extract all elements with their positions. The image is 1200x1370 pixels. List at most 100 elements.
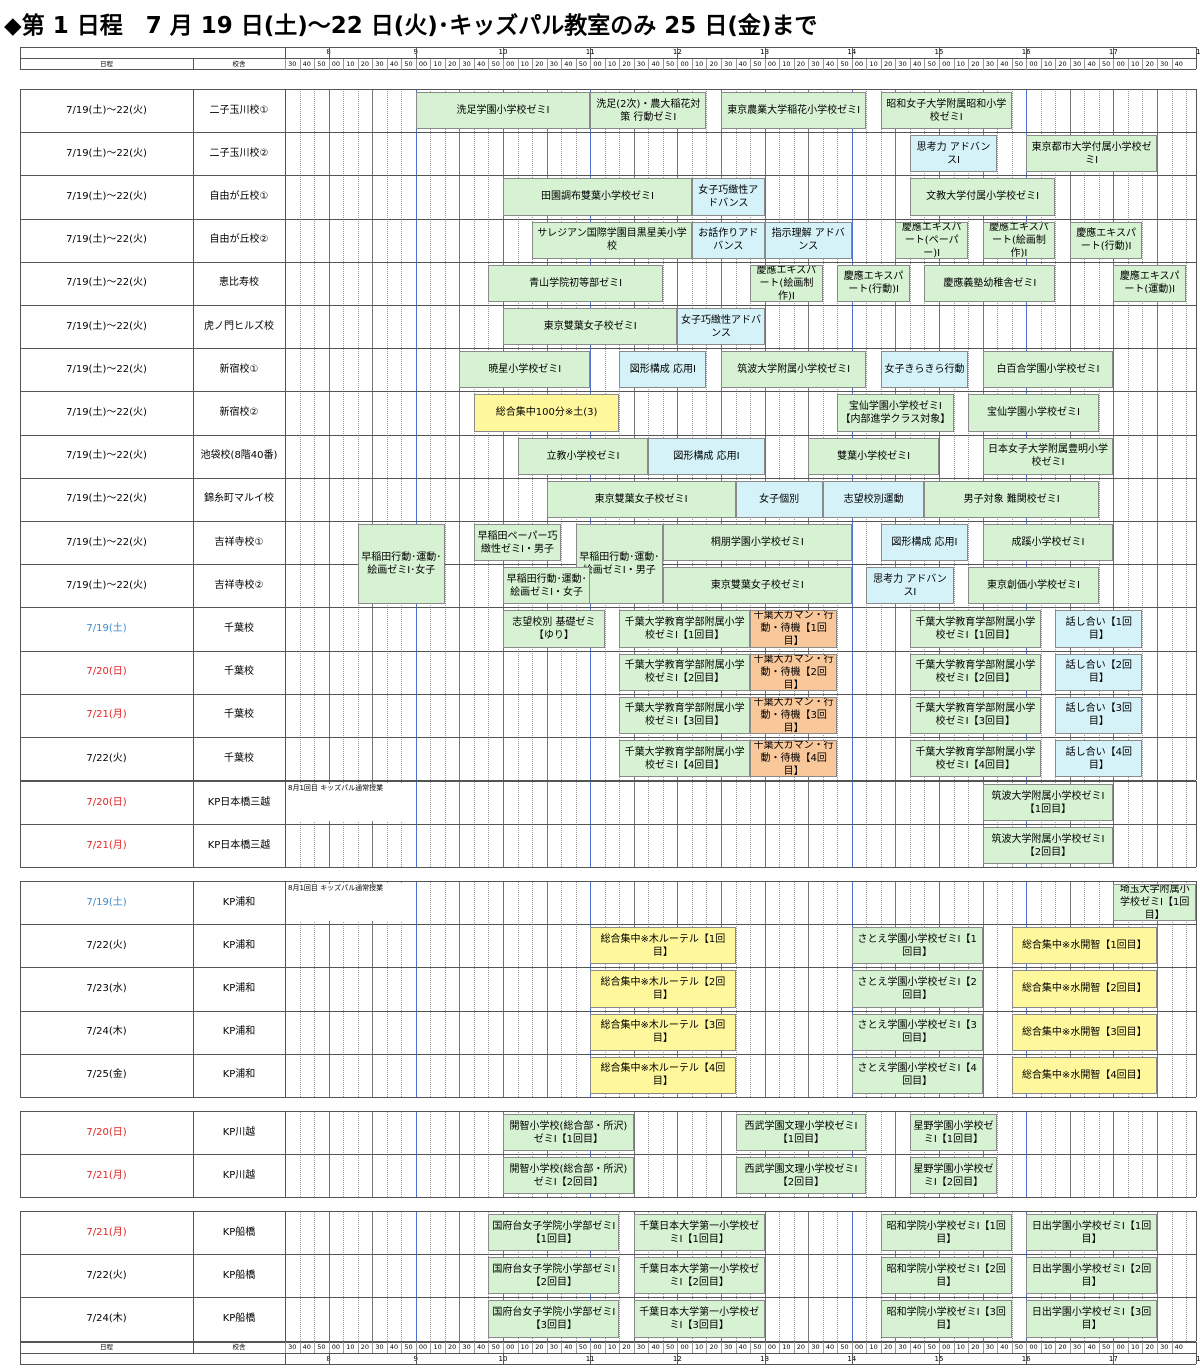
header-minute: 50: [578, 1343, 588, 1351]
header-minute: 10: [1131, 60, 1140, 68]
grid-line: [677, 89, 678, 781]
row-border: [20, 435, 1196, 436]
class-event: さとえ学園小学校ゼミⅠ【1回目】: [851, 927, 983, 965]
grid-line: [416, 1354, 417, 1365]
grid-line: [430, 1211, 431, 1341]
header-minute: 10: [520, 60, 529, 68]
header-minute: 50: [491, 1343, 500, 1351]
grid-line: [721, 1342, 722, 1353]
header-minute: 00: [506, 1343, 515, 1351]
row-border: [20, 694, 1196, 695]
grid-line: [706, 89, 707, 781]
grid-line: [1157, 89, 1158, 781]
row-school: KP浦和: [222, 939, 256, 951]
grid-line: [866, 89, 867, 781]
header-minute: 50: [753, 60, 762, 68]
grid-line: [677, 47, 678, 58]
grid-line: [1070, 89, 1071, 781]
class-event: 思考力 アドバンスⅠ: [866, 567, 954, 605]
grid-line: [358, 1211, 359, 1341]
class-event: 男子対象 難関校ゼミⅠ: [924, 480, 1099, 518]
class-event: 慶應エキスパート(行動)Ⅰ: [1069, 221, 1143, 259]
row-date: 7/24(木): [86, 1312, 127, 1324]
grid-line: [1026, 1342, 1027, 1353]
header-minute: 50: [578, 60, 588, 68]
header-minute: 40: [1000, 1343, 1009, 1351]
class-event: 昭和学院小学校ゼミⅠ【1回目】: [880, 1214, 1012, 1252]
grid-line: [1113, 89, 1114, 781]
header-minute: 20: [1058, 1343, 1067, 1351]
grid-line: [910, 1342, 911, 1353]
grid-line: [1041, 59, 1042, 70]
grid-line: [387, 89, 388, 781]
class-event: 開智小学校(総合部・所沢)ゼミⅠ【2回目】: [503, 1157, 634, 1195]
grid-line: [1196, 89, 1197, 781]
class-event: 日出学園小学校ゼミⅠ【3回目】: [1026, 1300, 1157, 1338]
row-school: KP船橋: [222, 1312, 256, 1324]
header-minute: 50: [1014, 1343, 1024, 1351]
header-minute: 20: [622, 60, 631, 68]
header-school-label: 校舎: [232, 60, 246, 68]
row-school: 千葉校: [224, 709, 254, 721]
grid-line: [619, 59, 620, 70]
row-border: [20, 781, 1196, 782]
row-school: KP日本橋三越: [207, 839, 271, 851]
grid-line: [823, 59, 824, 70]
header-minute: 30: [549, 60, 558, 68]
header-hour-18: 18: [1196, 48, 1200, 56]
class-event: 志望校別 基礎ゼミ【ゆり】: [503, 610, 605, 648]
row-date: 7/19(土)～22(火): [66, 104, 147, 116]
grid-line: [459, 881, 460, 1097]
grid-line: [488, 59, 489, 70]
grid-line: [474, 1342, 475, 1353]
grid-line: [823, 1342, 824, 1353]
grid-line: [576, 1342, 577, 1353]
grid-line: [794, 59, 795, 70]
class-event: 国府台女子学院小学部ゼミⅠ【2回目】: [488, 1257, 620, 1295]
header-minute: 10: [1043, 60, 1053, 68]
class-event: 千葉日本大学第一小学校ゼミⅠ【1回目】: [633, 1214, 765, 1252]
header-minute: 00: [942, 1343, 951, 1351]
grid-line: [488, 89, 489, 781]
grid-line: [1172, 881, 1173, 1097]
header-hour-10: 10: [498, 1355, 508, 1363]
grid-line: [285, 47, 286, 69]
grid-line: [20, 1211, 21, 1341]
grid-line: [924, 1342, 925, 1353]
row-border: [20, 175, 1196, 176]
row-date: 7/19(土): [86, 896, 127, 908]
grid-line: [924, 89, 925, 781]
grid-line: [372, 1211, 373, 1341]
grid-line: [1186, 1211, 1187, 1341]
grid-line: [561, 1342, 562, 1353]
row-border: [20, 607, 1196, 608]
row-school: 恵比寿校: [219, 277, 259, 289]
grid-line: [983, 1342, 984, 1353]
grid-line: [1157, 1211, 1158, 1341]
class-event: 東京雙葉女子校ゼミⅠ: [503, 308, 678, 346]
grid-line: [430, 881, 431, 1097]
row-border: [20, 651, 1196, 652]
header-minute: 10: [1131, 1343, 1140, 1351]
header-minute: 30: [549, 1343, 558, 1351]
header-minute: 30: [1072, 1343, 1082, 1351]
header-minute: 40: [913, 1343, 922, 1351]
class-event: 女子巧緻性アドバンス: [691, 178, 765, 216]
row-border: [20, 1111, 1196, 1112]
header-minute: 20: [1058, 60, 1067, 68]
class-event: 筑波大学附属小学校ゼミⅠ: [721, 351, 867, 389]
grid-line: [677, 59, 678, 70]
grid-line: [300, 59, 301, 70]
header-minute: 00: [1029, 1343, 1038, 1351]
row-school: 新宿校②: [219, 406, 259, 418]
row-border: [20, 1297, 1196, 1298]
class-event: 千葉日本大学第一小学校ゼミⅠ【2回目】: [633, 1257, 765, 1295]
grid-line: [459, 59, 460, 70]
grid-line: [736, 59, 737, 70]
header-minute: 40: [651, 1343, 660, 1351]
header-minute: 10: [433, 60, 442, 68]
class-event: 話し合い【2回目】: [1055, 653, 1143, 691]
grid-line: [808, 89, 809, 781]
class-event: 千葉大ガマン・行動・待機【3回目】: [750, 696, 838, 734]
class-event: 話し合い【1回目】: [1055, 610, 1143, 648]
